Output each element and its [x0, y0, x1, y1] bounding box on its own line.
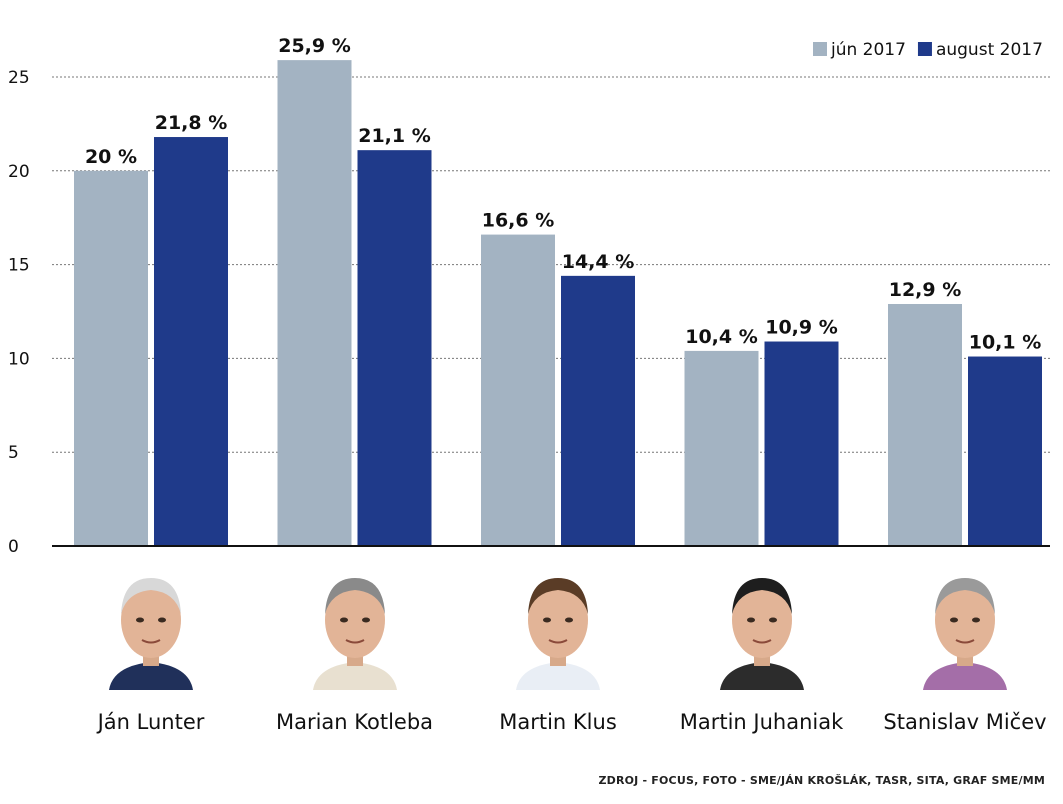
y-tick-label: 0 — [8, 537, 19, 557]
legend-label: jún 2017 — [830, 40, 906, 60]
candidate: Martin Klus — [458, 570, 658, 734]
legend: jún 2017 august 2017 — [813, 40, 1043, 60]
data-label: 20 % — [85, 146, 137, 168]
legend-swatch-1 — [813, 42, 827, 56]
y-axis-ticks: 0 5 10 15 20 25 — [8, 68, 30, 557]
bar-august-1 — [154, 137, 228, 547]
candidate: Ján Lunter — [51, 570, 251, 734]
data-label: 10,4 % — [685, 326, 758, 348]
y-tick-label: 10 — [8, 349, 30, 369]
bars — [74, 60, 1042, 547]
legend-label: august 2017 — [936, 40, 1043, 60]
candidate-name: Ján Lunter — [97, 710, 205, 734]
data-labels: 20 % 21,8 % 25,9 % 21,1 % 16,6 % 14,4 % 10,4 %… — [85, 35, 1041, 353]
candidate-name: Martin Klus — [499, 710, 617, 734]
candidate: Stanislav Mičev — [865, 570, 1063, 734]
candidate-name: Marian Kotleba — [275, 710, 434, 734]
y-tick-label: 15 — [8, 256, 30, 276]
portrait-jan-lunter-icon — [105, 570, 197, 690]
data-label: 25,9 % — [278, 35, 351, 57]
candidate-name: Stanislav Mičev — [883, 710, 1047, 734]
candidate-name: Martin Juhaniak — [679, 710, 844, 734]
portrait-martin-juhaniak-icon — [716, 570, 808, 690]
legend-swatch-2 — [917, 42, 932, 56]
bar-august-3 — [561, 275, 635, 546]
source-note: ZDROJ - FOCUS, FOTO - SME/JÁN KROŠLÁK, T… — [598, 774, 1045, 787]
bar-august-2 — [357, 150, 432, 546]
bar-jun-1 — [74, 170, 148, 547]
data-label: 14,4 % — [562, 251, 635, 273]
portrait-martin-klus-icon — [512, 570, 604, 690]
bar-jun-5 — [888, 303, 962, 546]
candidate: Martin Juhaniak — [662, 570, 862, 734]
y-tick-label: 20 — [8, 162, 30, 182]
portrait-stanislav-micev-icon — [919, 570, 1011, 690]
data-label: 21,8 % — [155, 112, 228, 134]
portrait-marian-kotleba-icon — [309, 570, 401, 690]
y-tick-label: 25 — [8, 68, 30, 88]
data-label: 21,1 % — [358, 125, 431, 147]
bar-jun-4 — [684, 350, 759, 546]
bar-august-5 — [968, 356, 1042, 546]
data-label: 10,9 % — [765, 317, 838, 339]
bar-jun-3 — [481, 234, 555, 547]
data-label: 16,6 % — [482, 210, 555, 232]
data-label: 10,1 % — [969, 332, 1042, 354]
y-tick-label: 5 — [8, 443, 19, 463]
candidate: Marian Kotleba — [255, 570, 455, 734]
bar-august-4 — [764, 341, 839, 546]
bar-jun-2 — [277, 60, 352, 547]
data-label: 12,9 % — [889, 279, 962, 301]
